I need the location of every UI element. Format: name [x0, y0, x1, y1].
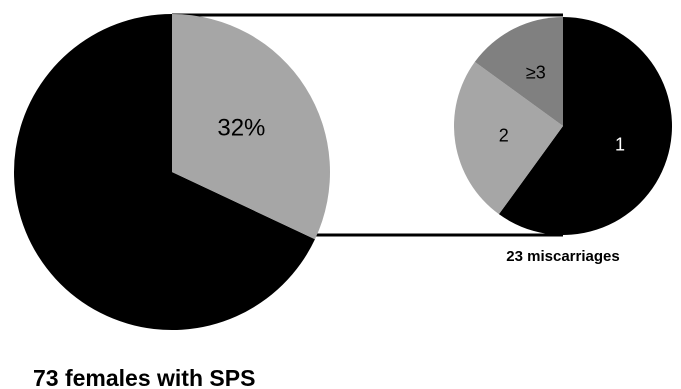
- slice-label: 32%: [217, 114, 265, 141]
- pie-slice: [474, 17, 563, 126]
- slice-label: 2: [499, 125, 509, 145]
- pie-slice: [14, 14, 315, 330]
- pie-slice: [172, 14, 330, 240]
- main-pie-caption: 73 females with SPS: [33, 365, 255, 389]
- slice-label: ≥3: [526, 63, 546, 83]
- pie-slice: [454, 61, 563, 215]
- sub-pie: 1 2 ≥3: [454, 17, 672, 235]
- main-pie: 32%: [14, 14, 330, 330]
- pie-slice: [498, 17, 672, 235]
- sub-pie-caption: 23 miscarriages: [506, 248, 619, 265]
- slice-label: 1: [615, 135, 625, 155]
